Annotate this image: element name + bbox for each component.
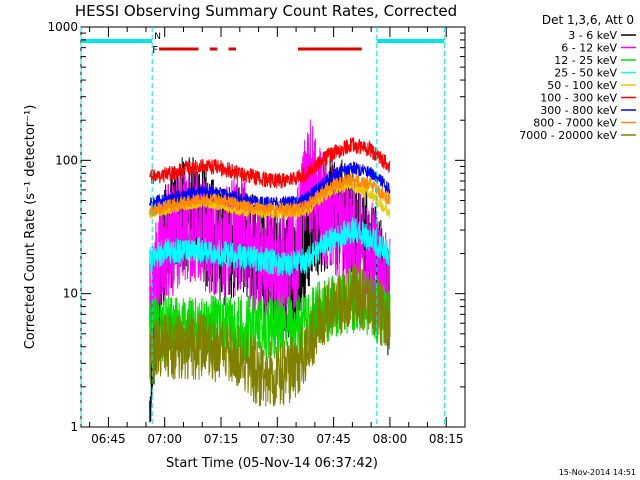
x-tick-label: 08:15: [429, 432, 464, 446]
series-line: [149, 161, 391, 210]
marker-layer: NF: [80, 27, 445, 427]
series-line: [149, 216, 391, 276]
flare-label: F: [152, 45, 158, 56]
y-axis-label: Corrected Count Rate (s⁻¹ detector⁻¹): [23, 105, 38, 350]
axis-layer: 1 10 100 1000 06:45 07:00 07:15 07:30 07:45 08:00…: [47, 20, 466, 446]
legend-label: 6 - 12 keV: [561, 42, 617, 55]
x-tick-label: 07:30: [260, 432, 295, 446]
legend-label: 300 - 800 keV: [540, 104, 617, 117]
legend-label: 12 - 25 keV: [554, 54, 617, 67]
series-line: [149, 137, 391, 189]
x-tick-label: 07:15: [204, 432, 239, 446]
series-layer: [149, 119, 391, 423]
legend-label: 7000 - 20000 keV: [519, 129, 617, 142]
legend-label: 800 - 7000 keV: [533, 117, 617, 130]
legend-label: 50 - 100 keV: [547, 79, 617, 92]
x-axis-label: Start Time (05-Nov-14 06:37:42): [166, 456, 378, 471]
series-line: [149, 173, 391, 218]
x-tick-label: 06:45: [91, 432, 126, 446]
y-tick-label: 1000: [47, 20, 78, 34]
legend-label: 25 - 50 keV: [554, 67, 617, 80]
legend-title: Det 1,3,6, Att 0: [542, 13, 634, 27]
legend-label: 3 - 6 keV: [568, 29, 617, 42]
x-tick-label: 08:00: [373, 432, 408, 446]
legend-label: 100 - 300 keV: [540, 92, 617, 105]
timestamp: 15-Nov-2014 14:51: [559, 468, 636, 477]
x-tick-label: 07:45: [316, 432, 351, 446]
y-tick-label: 100: [55, 153, 78, 167]
y-tick-label: 1: [70, 420, 78, 434]
series-line: [149, 261, 391, 407]
x-tick-label: 07:00: [147, 432, 182, 446]
chart-title: HESSI Observing Summary Count Rates, Cor…: [75, 2, 457, 20]
y-tick-label: 10: [63, 287, 78, 301]
night-label: N: [154, 32, 161, 42]
plot-area: NF: [80, 26, 466, 428]
